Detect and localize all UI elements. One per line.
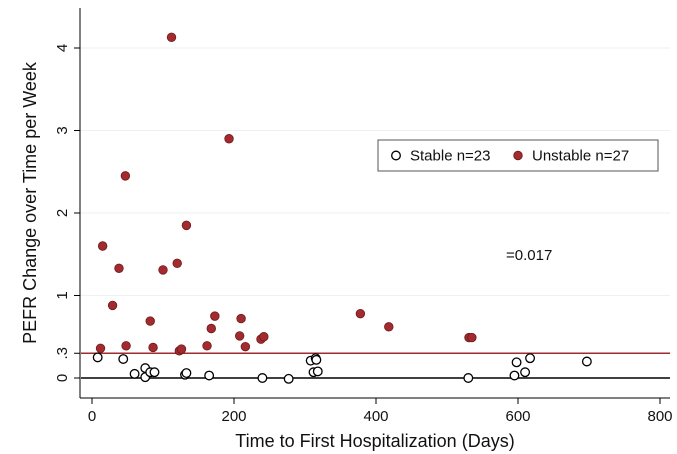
series-unstable	[95, 32, 477, 356]
data-point	[311, 354, 322, 365]
legend-label: Stable n=23	[410, 148, 491, 165]
y-axis-title: PEFR Change over Time per Week	[20, 61, 40, 344]
y-axis-ticks: 0 .3 1 2 3 4	[54, 44, 80, 382]
data-point	[384, 322, 394, 332]
x-tick-label: 0	[88, 408, 96, 425]
x-axis-title: Time to First Hospitalization (Days)	[235, 431, 514, 451]
data-point	[581, 356, 592, 367]
y-tick-label: 4	[54, 44, 71, 52]
y-tick-label: 2	[54, 209, 71, 217]
data-point	[92, 352, 103, 363]
data-point	[95, 343, 106, 354]
data-point	[283, 373, 294, 384]
data-point	[97, 241, 108, 251]
data-point	[181, 220, 192, 231]
x-tick-label: 800	[647, 408, 672, 425]
x-tick-label: 600	[505, 408, 530, 425]
plot-panel	[80, 8, 670, 398]
legend-marker	[391, 150, 401, 161]
data-point	[166, 32, 177, 42]
data-point	[120, 171, 131, 181]
data-point	[525, 353, 536, 364]
legend-label: Unstable n=27	[532, 148, 629, 165]
y-tick-label: 0	[54, 374, 71, 382]
y-tick-label: 1	[54, 291, 71, 299]
data-point	[467, 332, 477, 343]
data-point	[172, 258, 182, 269]
data-point	[224, 134, 234, 144]
data-point	[236, 313, 246, 324]
data-point	[204, 370, 215, 381]
data-point	[176, 344, 187, 354]
data-point	[257, 373, 268, 383]
axes	[79, 8, 670, 399]
x-tick-label: 200	[221, 408, 246, 425]
data-point	[463, 373, 474, 383]
legend-marker	[513, 150, 523, 161]
data-point	[509, 370, 520, 381]
data-points	[92, 32, 592, 384]
x-tick-label: 400	[363, 408, 388, 425]
data-point	[210, 311, 220, 321]
legend: Stable n=23 Unstable n=27	[377, 139, 659, 172]
data-point	[118, 354, 129, 364]
annotation-text: =0.017	[506, 247, 552, 264]
x-axis-ticks: 0 200 400 600 800	[88, 398, 673, 425]
series-stable	[92, 352, 592, 384]
data-point	[114, 263, 124, 273]
data-point	[148, 342, 158, 353]
data-point	[355, 308, 366, 319]
data-point	[121, 341, 131, 351]
data-point	[202, 341, 212, 351]
data-point	[312, 366, 323, 377]
data-point	[145, 316, 155, 326]
data-point	[259, 332, 269, 342]
data-point	[511, 357, 522, 368]
data-point	[107, 300, 118, 311]
data-point	[149, 367, 160, 378]
y-tick-label: 3	[54, 126, 71, 134]
data-point	[129, 368, 140, 379]
data-point	[181, 368, 192, 379]
data-point	[206, 323, 216, 334]
data-point	[234, 331, 245, 341]
data-point	[240, 341, 251, 352]
data-point	[520, 367, 531, 378]
data-point	[158, 265, 168, 275]
y-tick-label: .3	[54, 347, 71, 360]
